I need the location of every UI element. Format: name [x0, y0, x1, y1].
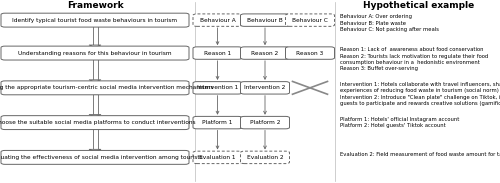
Text: Selecting the appropriate tourism-centric social media intervention mechanisms: Selecting the appropriate tourism-centri…: [0, 85, 214, 90]
Text: Evaluation 2: Evaluation 2: [246, 155, 284, 160]
Text: Behaviour A: Behaviour A: [200, 18, 235, 23]
FancyBboxPatch shape: [240, 47, 290, 59]
Text: Reason 1: Lack of  awareness about food conservation
Reason 2: Tourists lack mot: Reason 1: Lack of awareness about food c…: [340, 47, 488, 71]
FancyBboxPatch shape: [240, 151, 290, 164]
FancyBboxPatch shape: [240, 14, 290, 26]
Text: Platform 1: Platform 1: [202, 120, 232, 125]
Polygon shape: [89, 115, 101, 117]
Text: Behaviour C: Behaviour C: [292, 18, 328, 23]
Text: Intervention 1: Intervention 1: [197, 85, 238, 90]
Text: Behaviour B: Behaviour B: [247, 18, 283, 23]
FancyBboxPatch shape: [1, 46, 189, 60]
Text: Intervention 1: Hotels collaborate with travel influencers, share their
experien: Intervention 1: Hotels collaborate with …: [340, 82, 500, 106]
Polygon shape: [92, 26, 98, 45]
Text: Evaluation 2: Field measurement of food waste amount for target guests: Evaluation 2: Field measurement of food …: [340, 152, 500, 157]
Polygon shape: [92, 94, 98, 115]
Text: Identify typical tourist food waste behaviours in tourism: Identify typical tourist food waste beha…: [12, 18, 177, 23]
Text: Intervention 2: Intervention 2: [244, 85, 286, 90]
Polygon shape: [92, 59, 98, 80]
Text: Reason 1: Reason 1: [204, 51, 231, 56]
FancyBboxPatch shape: [193, 82, 242, 94]
FancyBboxPatch shape: [193, 151, 242, 164]
Text: Reason 3: Reason 3: [296, 51, 324, 56]
Text: Hypothetical example: Hypothetical example: [363, 1, 474, 10]
Text: Behaviour A: Over ordering
Behaviour B: Plate waste
Behaviour C: Not packing aft: Behaviour A: Over ordering Behaviour B: …: [340, 14, 439, 32]
Polygon shape: [92, 128, 98, 149]
Text: Framework: Framework: [66, 1, 124, 10]
Text: Evaluating the effectiveness of social media intervention among tourists: Evaluating the effectiveness of social m…: [0, 155, 202, 160]
FancyBboxPatch shape: [1, 13, 189, 27]
Text: Choose the suitable social media platforms to conduct interventions: Choose the suitable social media platfor…: [0, 120, 196, 125]
Polygon shape: [89, 80, 101, 82]
FancyBboxPatch shape: [286, 47, 335, 59]
Text: Platform 1: Hotels' official Instagram account
Platform 2: Hotel guests' Tiktok : Platform 1: Hotels' official Instagram a…: [340, 117, 460, 128]
Polygon shape: [89, 45, 101, 47]
FancyBboxPatch shape: [193, 116, 242, 129]
Text: Platform 2: Platform 2: [250, 120, 280, 125]
Text: Understanding reasons for this behaviour in tourism: Understanding reasons for this behaviour…: [18, 51, 172, 56]
Polygon shape: [89, 149, 101, 152]
FancyBboxPatch shape: [193, 14, 242, 26]
Text: Reason 2: Reason 2: [252, 51, 278, 56]
FancyBboxPatch shape: [1, 81, 189, 95]
FancyBboxPatch shape: [1, 116, 189, 130]
FancyBboxPatch shape: [1, 150, 189, 164]
FancyBboxPatch shape: [240, 82, 290, 94]
FancyBboxPatch shape: [286, 14, 335, 26]
FancyBboxPatch shape: [240, 116, 290, 129]
FancyBboxPatch shape: [193, 47, 242, 59]
Text: Evaluation 1: Evaluation 1: [199, 155, 236, 160]
